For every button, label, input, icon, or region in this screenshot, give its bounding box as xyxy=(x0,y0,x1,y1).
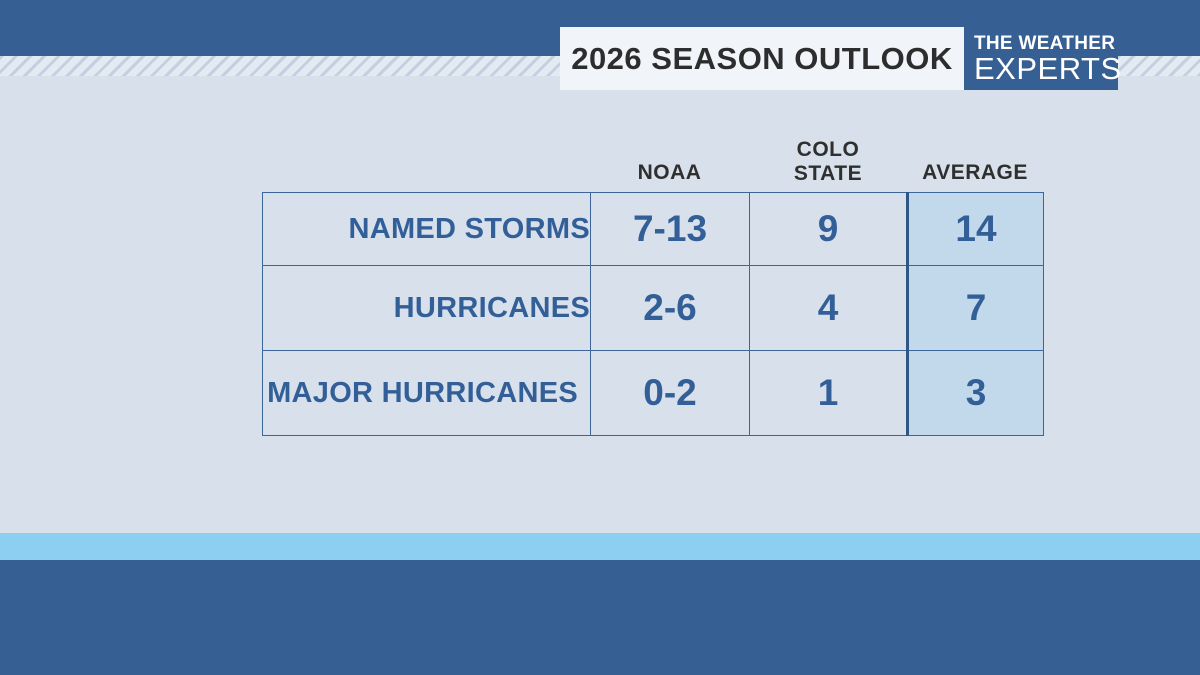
cell-noaa: 0-2 xyxy=(590,350,750,436)
cell-noaa: 7-13 xyxy=(590,192,750,266)
column-header-noaa: NOAA xyxy=(637,161,702,184)
cell-average: 14 xyxy=(906,192,1044,266)
table-row: NAMED STORMS 7-13 9 14 xyxy=(262,192,1044,266)
column-header-colo-line2: STATE xyxy=(793,162,863,185)
row-label-named-storms: NAMED STORMS xyxy=(262,192,591,266)
column-header-colo-state: COLO STATE xyxy=(749,138,907,186)
accent-band xyxy=(0,533,1200,560)
row-label-hurricanes: HURRICANES xyxy=(262,265,591,351)
logo-text-bottom: EXPERTS xyxy=(974,50,1122,86)
station-logo: THE WEATHER EXPERTS xyxy=(964,27,1122,90)
logo-text-top: THE WEATHER xyxy=(974,32,1116,54)
cell-colo-state: 4 xyxy=(749,265,908,351)
column-header-colo-line1: COLO xyxy=(796,138,860,161)
cell-average: 3 xyxy=(906,350,1044,436)
row-label-major-hurricanes: MAJOR HURRICANES xyxy=(262,350,591,436)
cell-average: 7 xyxy=(906,265,1044,351)
title-panel: 2026 SEASON OUTLOOK xyxy=(560,27,964,90)
cell-noaa: 2-6 xyxy=(590,265,750,351)
table-row: MAJOR HURRICANES 0-2 1 3 xyxy=(262,350,1044,436)
table-row: HURRICANES 2-6 4 7 xyxy=(262,265,1044,351)
page-title: 2026 SEASON OUTLOOK xyxy=(571,40,953,76)
outlook-table: NAMED STORMS 7-13 9 14 HURRICANES 2-6 4 … xyxy=(262,192,1044,436)
lower-third-banner xyxy=(0,560,1200,675)
cell-colo-state: 9 xyxy=(749,192,908,266)
cell-colo-state: 1 xyxy=(749,350,908,436)
column-header-average: AVERAGE xyxy=(922,161,1028,184)
